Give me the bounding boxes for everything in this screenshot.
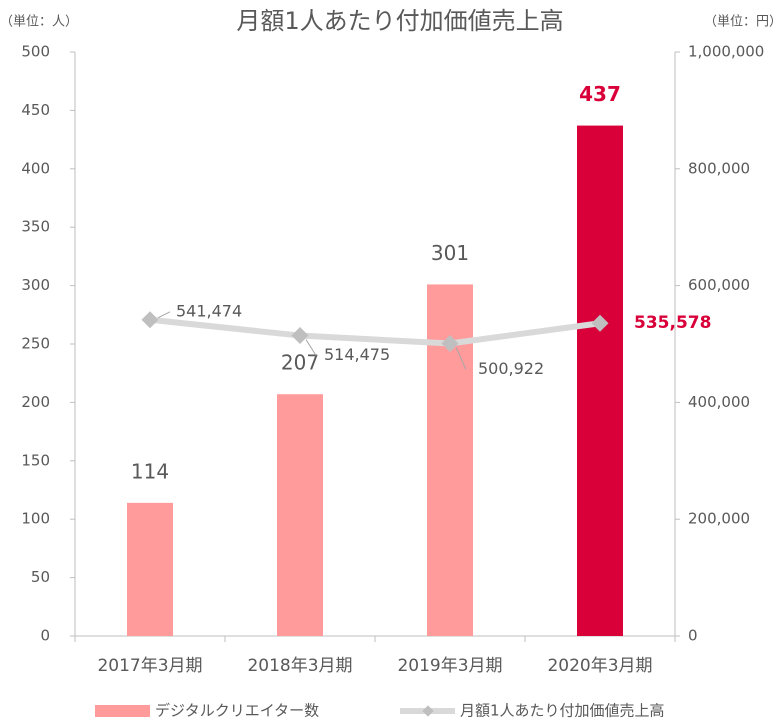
y-tick-label: 300: [21, 276, 50, 294]
leader-line: [157, 311, 171, 319]
line-marker: [291, 327, 309, 345]
x-tick-label: 2019年3月期: [397, 656, 502, 676]
chart-title: 月額1人あたり付加価値売上高: [236, 7, 563, 35]
x-tick-label: 2017年3月期: [97, 656, 202, 676]
y-tick-label: 50: [31, 568, 50, 586]
leader-line: [455, 347, 467, 370]
y2-tick-label: 800,000: [688, 159, 750, 177]
legend-label: デジタルクリエイター数: [155, 702, 319, 720]
line-marker: [591, 314, 609, 332]
y2-tick-label: 0: [688, 627, 698, 645]
bar: [127, 502, 173, 636]
legend-label: 月額1人あたり付加価値売上高: [460, 702, 665, 720]
y2-tick-label: 400,000: [688, 393, 750, 411]
legend-swatch: [422, 705, 434, 717]
y-tick-label: 250: [21, 335, 50, 353]
line-marker: [141, 311, 159, 329]
y-tick-label: 0: [40, 627, 50, 645]
line-label: 541,474: [176, 301, 242, 320]
y-tick-label: 400: [21, 159, 50, 177]
y-tick-label: 500: [21, 43, 50, 61]
bar-label: 207: [281, 351, 319, 375]
y2-unit: （単位：円）: [704, 14, 782, 30]
y2-tick-label: 200,000: [688, 510, 750, 528]
line-label: 535,578: [634, 313, 711, 333]
y-tick-label: 350: [21, 218, 50, 236]
y-unit: （単位：人）: [0, 14, 78, 30]
y-tick-label: 100: [21, 510, 50, 528]
line: [149, 316, 601, 347]
y2-tick-label: 600,000: [688, 276, 750, 294]
x-tick-label: 2018年3月期: [247, 656, 352, 676]
y2-tick-label: 1,000,000: [688, 43, 764, 61]
bar: [577, 125, 623, 637]
leader-line: [305, 339, 317, 356]
y-tick-label: 200: [21, 393, 50, 411]
x-tick-label: 2020年3月期: [547, 656, 652, 676]
y-tick-label: 450: [21, 101, 50, 119]
y-tick-label: 150: [21, 451, 50, 469]
legend-swatch: [95, 705, 150, 717]
bar-label: 301: [431, 241, 469, 265]
bar-label: 114: [131, 459, 169, 483]
bar: [277, 394, 323, 636]
line-marker: [441, 334, 459, 352]
line-label: 500,922: [478, 359, 544, 378]
bar-label: 437: [579, 82, 621, 106]
line-label: 514,475: [324, 345, 390, 364]
